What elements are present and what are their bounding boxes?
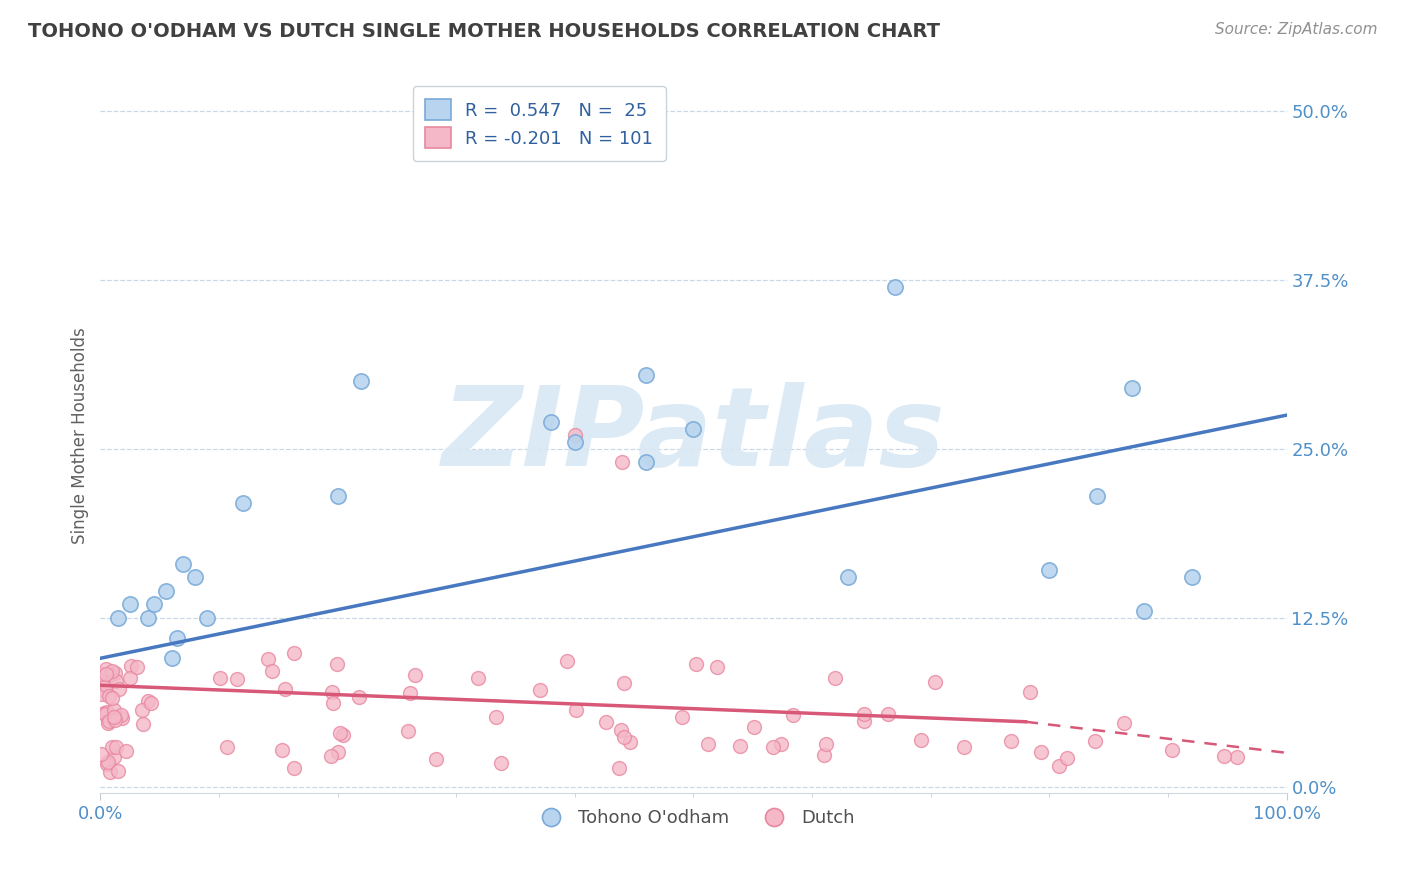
- Legend: Tohono O'odham, Dutch: Tohono O'odham, Dutch: [526, 802, 862, 834]
- Text: ZIPatlas: ZIPatlas: [441, 382, 945, 489]
- Y-axis label: Single Mother Households: Single Mother Households: [72, 327, 89, 544]
- Text: TOHONO O'ODHAM VS DUTCH SINGLE MOTHER HOUSEHOLDS CORRELATION CHART: TOHONO O'ODHAM VS DUTCH SINGLE MOTHER HO…: [28, 22, 941, 41]
- Text: Source: ZipAtlas.com: Source: ZipAtlas.com: [1215, 22, 1378, 37]
